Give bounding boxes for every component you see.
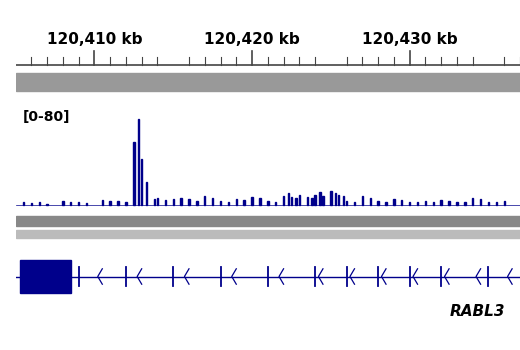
Bar bbox=[370, 198, 371, 205]
Bar bbox=[456, 202, 458, 205]
Bar bbox=[343, 196, 344, 205]
Bar bbox=[295, 198, 297, 205]
Bar bbox=[173, 199, 174, 205]
Bar bbox=[472, 198, 473, 205]
Bar bbox=[409, 202, 410, 205]
Bar bbox=[110, 201, 111, 205]
Bar bbox=[180, 198, 182, 205]
Bar bbox=[401, 200, 402, 205]
Bar bbox=[196, 201, 198, 205]
Bar bbox=[259, 198, 261, 205]
Bar bbox=[251, 197, 253, 205]
Bar bbox=[141, 159, 142, 205]
Bar bbox=[78, 202, 80, 205]
Bar bbox=[440, 200, 442, 205]
Bar bbox=[322, 196, 323, 205]
Bar bbox=[204, 196, 205, 205]
Bar bbox=[125, 202, 127, 205]
Bar bbox=[16, 216, 520, 226]
Bar bbox=[378, 201, 379, 205]
Bar bbox=[433, 202, 434, 205]
Bar bbox=[488, 202, 489, 205]
Bar bbox=[165, 200, 166, 205]
Bar bbox=[335, 193, 336, 205]
Bar bbox=[385, 202, 387, 205]
Bar bbox=[319, 192, 320, 205]
Bar bbox=[243, 200, 245, 205]
Bar bbox=[31, 203, 32, 205]
Bar bbox=[46, 204, 48, 205]
Bar bbox=[464, 202, 465, 205]
Bar bbox=[315, 195, 316, 205]
Bar bbox=[393, 199, 395, 205]
Bar bbox=[275, 202, 277, 205]
Text: 120,420 kb: 120,420 kb bbox=[204, 32, 300, 47]
Bar bbox=[70, 202, 71, 205]
Bar bbox=[311, 198, 313, 205]
Bar bbox=[16, 230, 520, 238]
Bar bbox=[138, 119, 139, 205]
Text: RABL3: RABL3 bbox=[449, 304, 505, 320]
Bar bbox=[288, 193, 289, 205]
Bar bbox=[496, 202, 497, 205]
Text: [0-80]: [0-80] bbox=[23, 110, 71, 124]
Bar bbox=[283, 196, 284, 205]
Bar bbox=[62, 201, 63, 205]
Bar bbox=[236, 199, 237, 205]
Bar bbox=[86, 203, 87, 205]
Bar bbox=[503, 201, 505, 205]
Bar bbox=[417, 202, 418, 205]
Bar bbox=[354, 202, 355, 205]
Bar bbox=[362, 196, 363, 205]
Bar bbox=[220, 201, 221, 205]
Bar bbox=[306, 197, 308, 205]
Bar bbox=[212, 198, 213, 205]
Bar bbox=[157, 198, 158, 205]
Bar bbox=[118, 201, 119, 205]
Bar bbox=[291, 197, 292, 205]
Bar bbox=[153, 199, 155, 205]
Bar bbox=[146, 182, 147, 205]
Bar bbox=[338, 195, 340, 205]
Text: 120,430 kb: 120,430 kb bbox=[362, 32, 458, 47]
Bar bbox=[23, 202, 24, 205]
Bar bbox=[16, 74, 520, 91]
Text: 120,410 kb: 120,410 kb bbox=[47, 32, 142, 47]
Bar bbox=[38, 202, 40, 205]
Bar bbox=[20, 260, 71, 293]
Bar bbox=[267, 201, 268, 205]
Bar bbox=[346, 201, 347, 205]
Bar bbox=[480, 199, 482, 205]
Bar bbox=[101, 200, 103, 205]
Bar bbox=[425, 201, 426, 205]
Bar bbox=[188, 199, 190, 205]
Bar bbox=[330, 191, 332, 205]
Bar bbox=[448, 201, 450, 205]
Bar bbox=[228, 202, 229, 205]
Bar bbox=[133, 142, 135, 205]
Bar bbox=[298, 195, 300, 205]
